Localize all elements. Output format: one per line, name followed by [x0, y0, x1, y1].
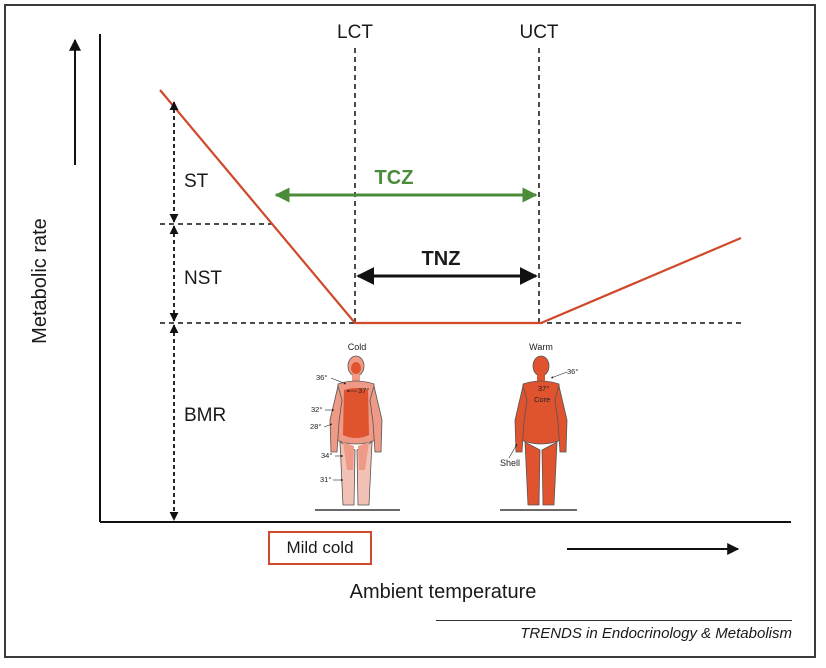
warm-temp-37: 37° — [538, 384, 549, 393]
warm-shell-label: Shell — [500, 458, 520, 468]
cold-temp-34: 34° — [321, 451, 332, 460]
mild-cold-box: Mild cold — [268, 531, 372, 565]
cold-temp-32: 32° — [311, 405, 322, 414]
nst-label: NST — [184, 268, 222, 289]
cold-title: Cold — [348, 342, 367, 352]
warm-core-label: Core — [534, 395, 550, 404]
cold-body-figure: Cold 36° 37° 32° 28° 34° 31° — [310, 342, 400, 511]
warm-temp-36: 36° — [567, 367, 578, 376]
lct-label: LCT — [337, 22, 373, 43]
st-label: ST — [184, 171, 209, 192]
warm-title: Warm — [529, 342, 553, 352]
tnz-label: TNZ — [422, 248, 461, 270]
x-axis-label: Ambient temperature — [350, 581, 537, 603]
metabolic-rate-curve — [159, 89, 742, 325]
cold-temp-37: 37° — [358, 386, 369, 395]
cold-temp-36: 36° — [316, 373, 327, 382]
cold-temp-28: 28° — [310, 422, 321, 431]
y-axis-label: Metabolic rate — [29, 218, 51, 344]
bmr-label: BMR — [184, 405, 226, 426]
mild-cold-label: Mild cold — [286, 538, 354, 557]
uct-label: UCT — [519, 22, 558, 43]
tcz-label: TCZ — [375, 167, 414, 189]
journal-credit: TRENDS in Endocrinology & Metabolism — [436, 620, 792, 642]
warm-body-figure: Warm 36° 37° Core Shell — [500, 342, 578, 511]
cold-temp-31: 31° — [320, 475, 331, 484]
